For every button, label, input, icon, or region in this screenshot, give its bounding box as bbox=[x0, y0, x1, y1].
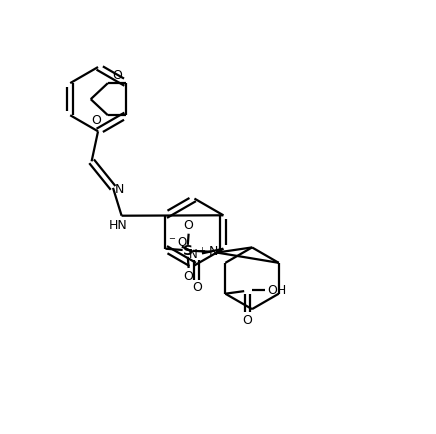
Text: S: S bbox=[183, 244, 193, 258]
Text: O: O bbox=[91, 114, 101, 127]
Text: $^-$O: $^-$O bbox=[167, 236, 188, 249]
Text: N$^+$: N$^+$ bbox=[187, 247, 206, 263]
Text: O: O bbox=[192, 281, 202, 294]
Text: OH: OH bbox=[267, 284, 286, 297]
Text: O: O bbox=[112, 69, 122, 82]
Text: O: O bbox=[184, 219, 194, 232]
Text: N: N bbox=[209, 245, 218, 258]
Text: HN: HN bbox=[109, 219, 128, 232]
Text: O: O bbox=[243, 314, 252, 327]
Text: N: N bbox=[115, 183, 125, 196]
Text: O: O bbox=[184, 270, 194, 283]
